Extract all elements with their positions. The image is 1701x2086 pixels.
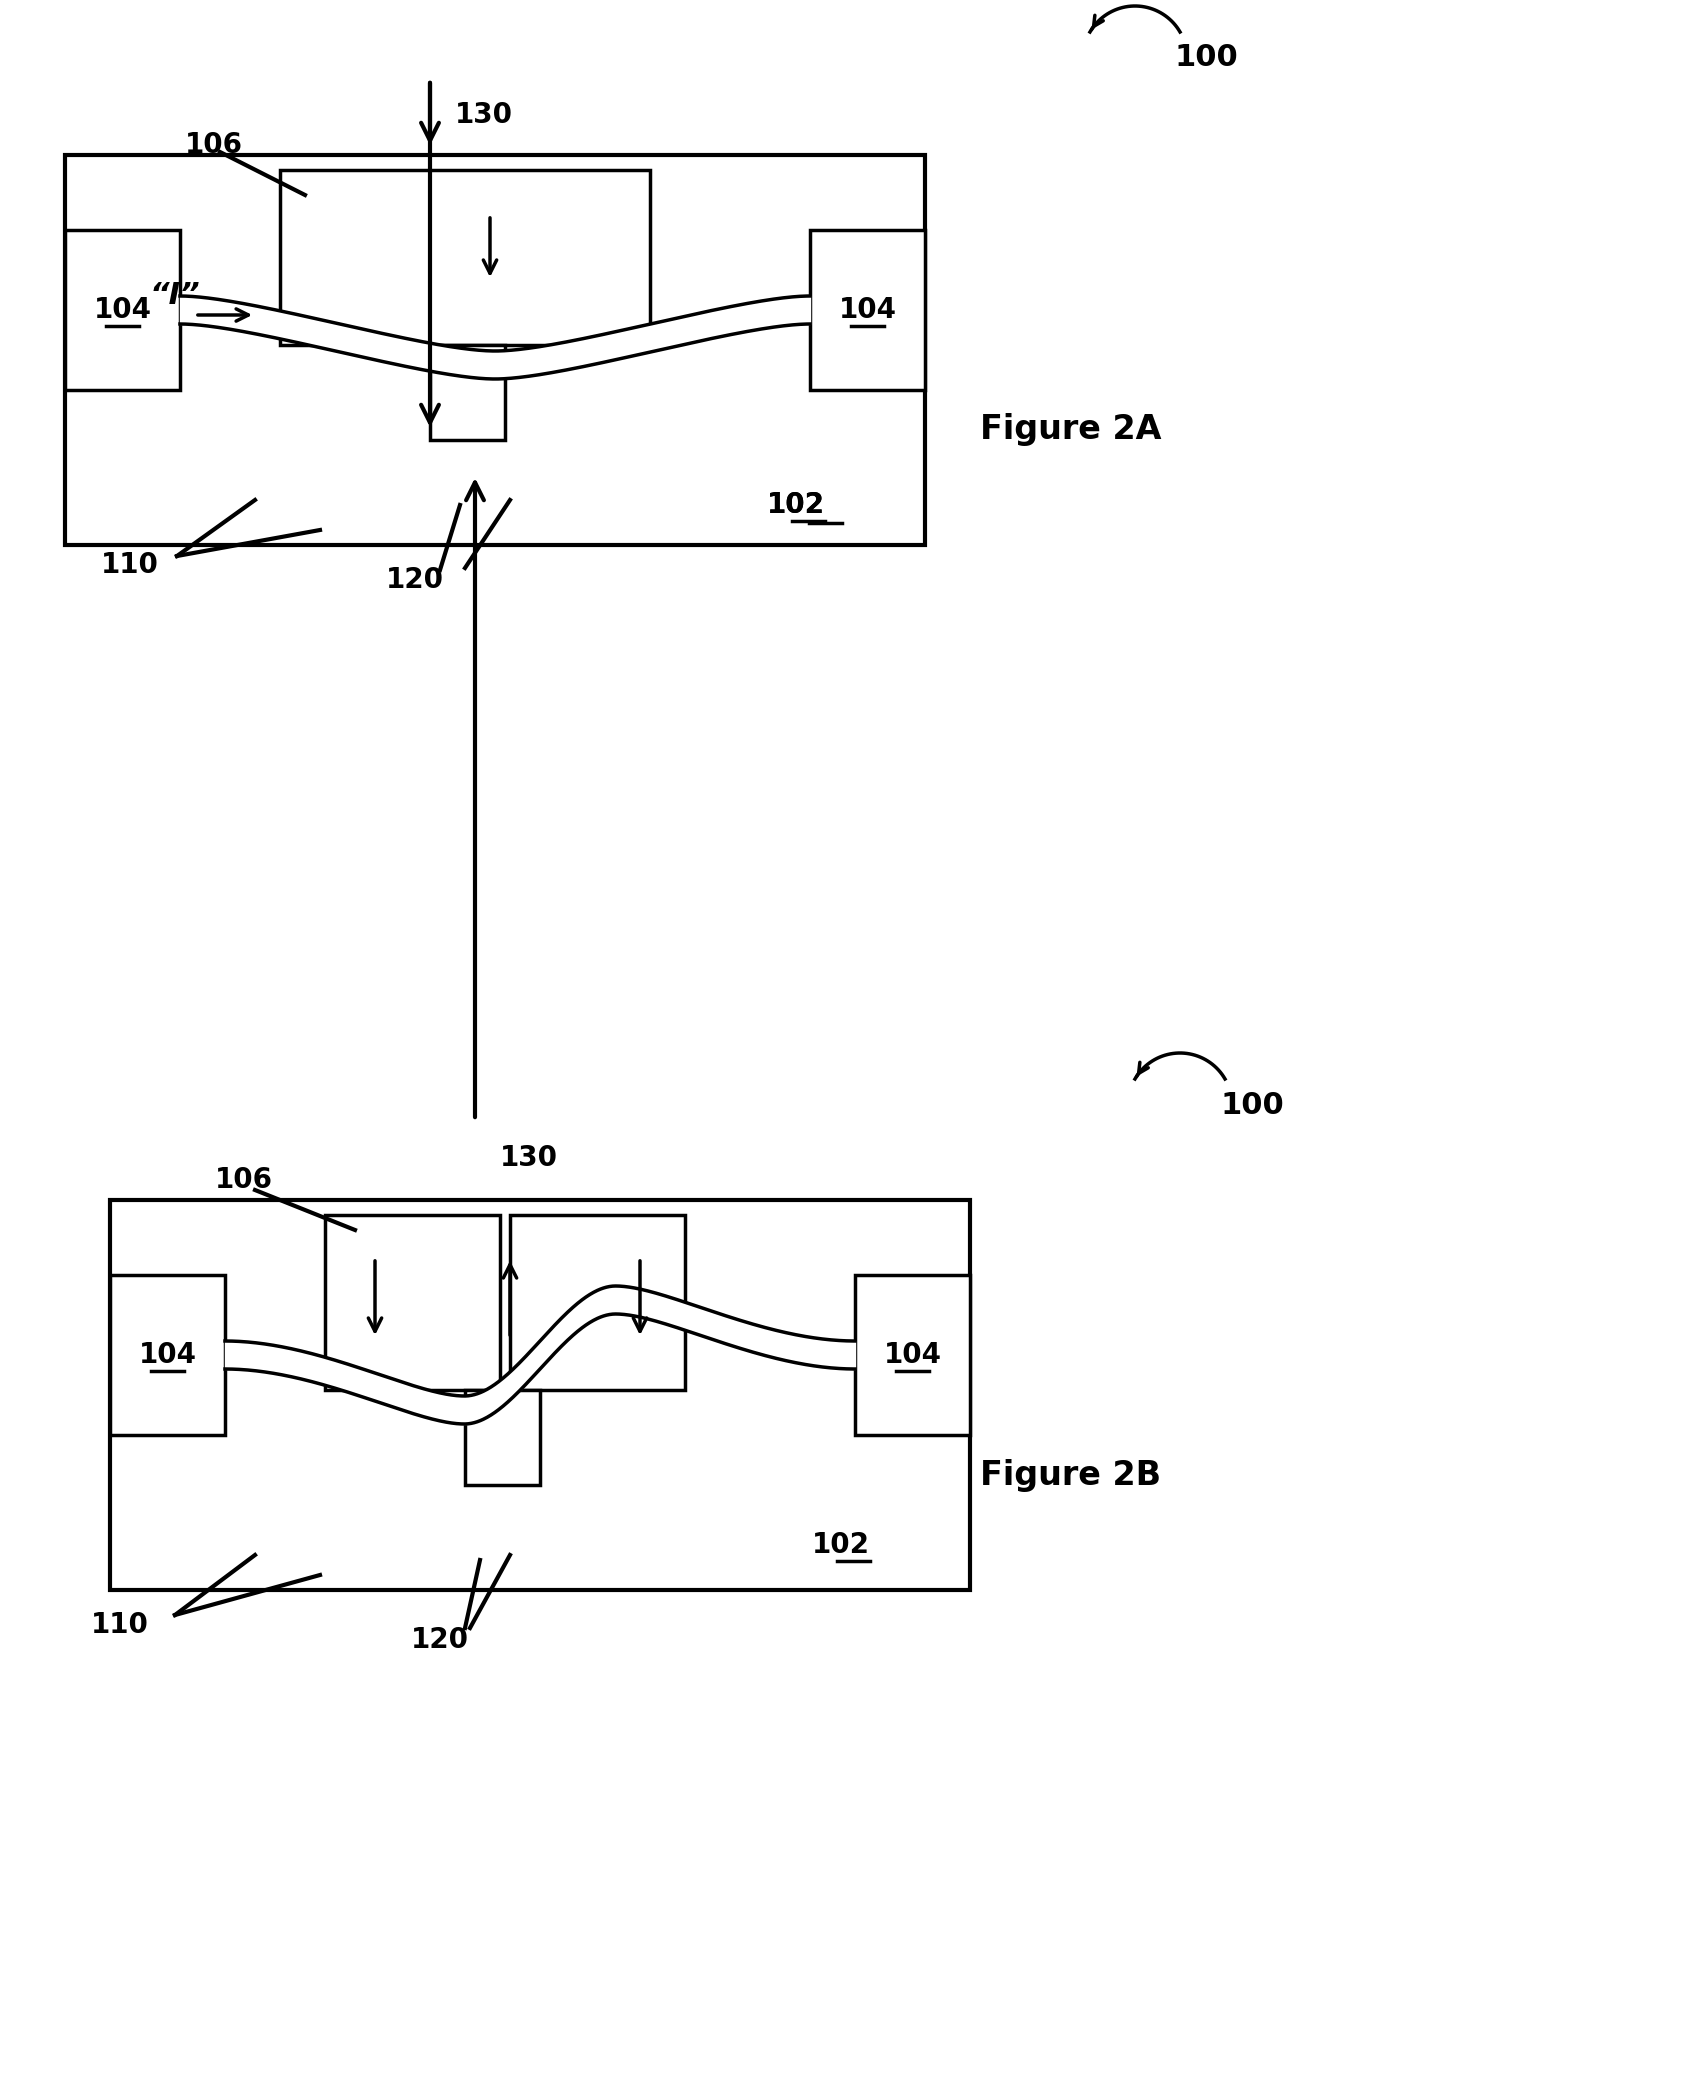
Text: 104: 104 xyxy=(883,1341,941,1368)
Text: 130: 130 xyxy=(454,100,514,129)
Text: Figure 2A: Figure 2A xyxy=(980,413,1162,446)
Text: Figure 2B: Figure 2B xyxy=(980,1458,1162,1491)
Bar xyxy=(430,344,505,440)
Text: “I”: “I” xyxy=(150,280,201,309)
Bar xyxy=(65,229,180,390)
Text: 100: 100 xyxy=(1175,44,1238,73)
Text: 102: 102 xyxy=(767,490,825,519)
Bar xyxy=(111,1275,225,1435)
Bar xyxy=(810,229,925,390)
Text: 120: 120 xyxy=(412,1625,469,1654)
Bar xyxy=(281,169,650,344)
Text: 100: 100 xyxy=(1220,1091,1284,1120)
Bar xyxy=(856,1275,970,1435)
Text: 104: 104 xyxy=(138,1341,197,1368)
Text: 106: 106 xyxy=(185,131,243,159)
Text: 110: 110 xyxy=(100,551,158,580)
Text: 102: 102 xyxy=(811,1531,869,1558)
Bar xyxy=(325,1214,500,1389)
Bar xyxy=(111,1199,970,1590)
Text: 110: 110 xyxy=(92,1610,150,1640)
Text: 102: 102 xyxy=(767,490,825,519)
Text: 104: 104 xyxy=(94,296,151,323)
Bar xyxy=(464,1389,539,1485)
Bar xyxy=(65,154,925,544)
Text: 104: 104 xyxy=(839,296,896,323)
Text: 120: 120 xyxy=(386,565,444,595)
Text: 130: 130 xyxy=(500,1143,558,1172)
Text: 106: 106 xyxy=(214,1166,272,1193)
Bar xyxy=(510,1214,686,1389)
